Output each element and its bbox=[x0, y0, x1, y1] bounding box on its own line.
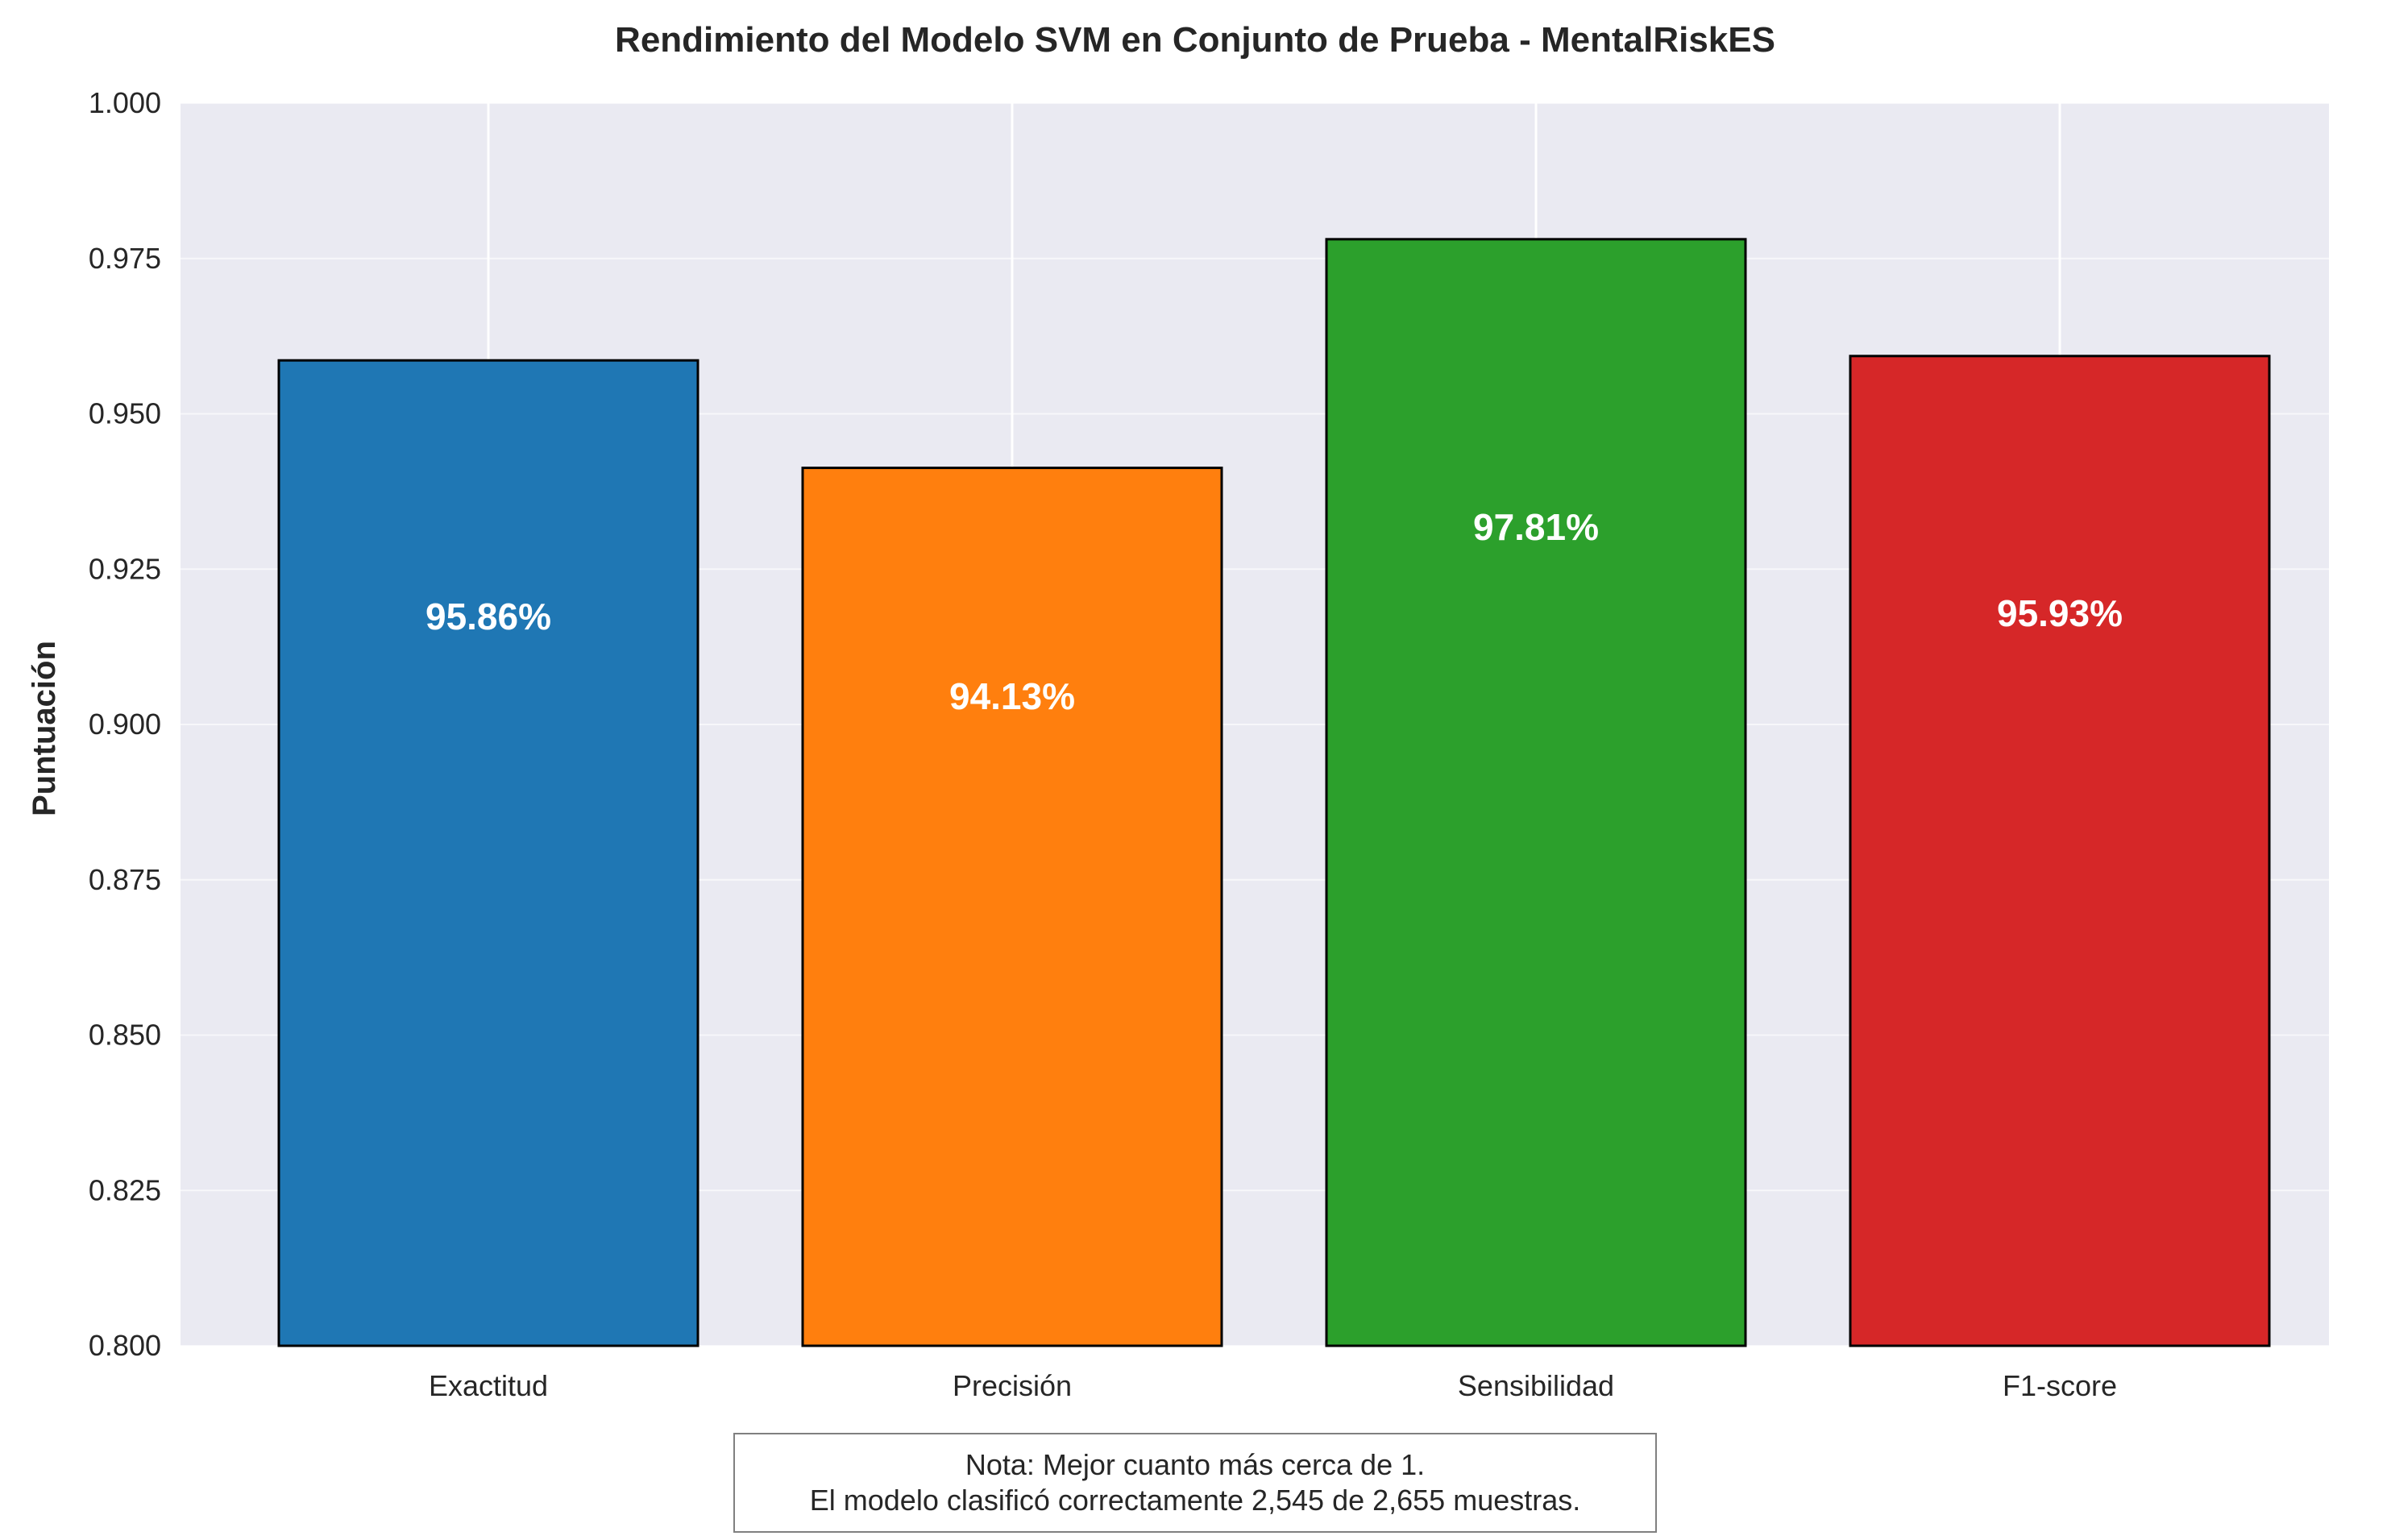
y-tick-label: 0.875 bbox=[89, 863, 161, 896]
bar-f1-score bbox=[1849, 355, 2271, 1347]
bar-precisi-n bbox=[801, 467, 1223, 1347]
y-tick-label: 0.950 bbox=[89, 397, 161, 430]
bar-exactitud bbox=[277, 359, 699, 1347]
y-tick-label: 1.000 bbox=[89, 86, 161, 119]
bar-value-label: 95.86% bbox=[425, 596, 551, 637]
note-box: Nota: Mejor cuanto más cerca de 1. El mo… bbox=[733, 1433, 1657, 1533]
chart-title: Rendimiento del Modelo SVM en Conjunto d… bbox=[615, 20, 1775, 60]
x-tick-label: Precisión bbox=[953, 1369, 1072, 1402]
bar-sensibilidad bbox=[1325, 238, 1747, 1347]
bar-value-label: 94.13% bbox=[949, 675, 1075, 717]
y-tick-label: 0.825 bbox=[89, 1173, 161, 1206]
x-axis-ticks: Exactitud Precisión Sensibilidad F1-score bbox=[429, 1369, 2117, 1402]
x-tick-label: Exactitud bbox=[429, 1369, 548, 1402]
y-tick-label: 0.800 bbox=[89, 1329, 161, 1362]
y-tick-label: 0.925 bbox=[89, 552, 161, 585]
y-tick-label: 0.975 bbox=[89, 242, 161, 275]
y-axis-label: Puntuación bbox=[27, 641, 62, 816]
x-tick-label: F1-score bbox=[2003, 1369, 2117, 1402]
y-tick-label: 0.900 bbox=[89, 708, 161, 741]
x-tick-label: Sensibilidad bbox=[1458, 1369, 1614, 1402]
bar-value-labels: 95.86% 94.13% 97.81% 95.93% bbox=[425, 506, 2123, 717]
y-tick-label: 0.850 bbox=[89, 1019, 161, 1052]
note-line-2: El modelo clasificó correctamente 2,545 … bbox=[809, 1484, 1581, 1517]
bar-value-label: 95.93% bbox=[1997, 592, 2123, 634]
note-line-1: Nota: Mejor cuanto más cerca de 1. bbox=[965, 1448, 1426, 1481]
y-axis-ticks: 0.800 0.825 0.850 0.875 0.900 0.925 0.950 0.975… bbox=[89, 86, 161, 1362]
bars bbox=[277, 238, 2271, 1347]
bar-value-label: 97.81% bbox=[1473, 506, 1599, 548]
